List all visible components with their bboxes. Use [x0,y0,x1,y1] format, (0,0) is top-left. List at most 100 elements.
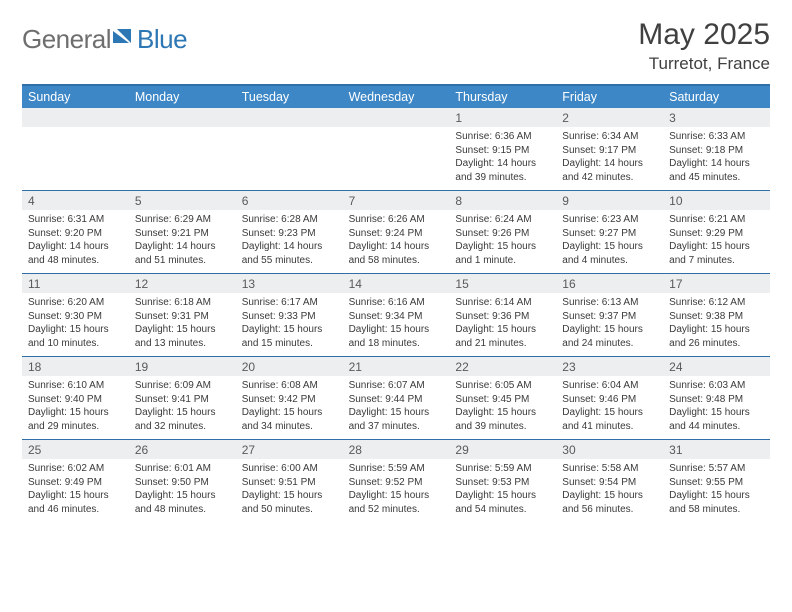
day-cell: Sunrise: 6:14 AMSunset: 9:36 PMDaylight:… [449,293,556,356]
day-number: 21 [343,357,450,376]
day-cell: Sunrise: 5:58 AMSunset: 9:54 PMDaylight:… [556,459,663,522]
sunrise-line: Sunrise: 6:26 AM [349,213,444,227]
day-number-strip: 18192021222324 [22,357,770,376]
day-cell [22,127,129,190]
brand-logo: General Blue [22,24,187,55]
sunrise-line: Sunrise: 6:20 AM [28,296,123,310]
daylight-line: Daylight: 15 hours and 1 minute. [455,240,550,267]
day-number: 14 [343,274,450,293]
day-cell: Sunrise: 6:12 AMSunset: 9:38 PMDaylight:… [663,293,770,356]
daylight-line: Daylight: 15 hours and 39 minutes. [455,406,550,433]
day-number-strip: 11121314151617 [22,274,770,293]
sunset-line: Sunset: 9:55 PM [669,476,764,490]
day-cell [129,127,236,190]
sunset-line: Sunset: 9:53 PM [455,476,550,490]
week-row: 11121314151617Sunrise: 6:20 AMSunset: 9:… [22,273,770,356]
sunrise-line: Sunrise: 6:03 AM [669,379,764,393]
month-title: May 2025 [638,18,770,52]
day-number: 6 [236,191,343,210]
day-number: 18 [22,357,129,376]
sunrise-line: Sunrise: 5:59 AM [349,462,444,476]
sunset-line: Sunset: 9:23 PM [242,227,337,241]
title-block: May 2025 Turretot, France [638,18,770,74]
day-cell: Sunrise: 6:18 AMSunset: 9:31 PMDaylight:… [129,293,236,356]
daylight-line: Daylight: 15 hours and 46 minutes. [28,489,123,516]
sunrise-line: Sunrise: 6:00 AM [242,462,337,476]
day-of-week-header: Friday [556,86,663,108]
week-cells: Sunrise: 6:31 AMSunset: 9:20 PMDaylight:… [22,210,770,273]
daylight-line: Daylight: 14 hours and 42 minutes. [562,157,657,184]
day-number: 13 [236,274,343,293]
daylight-line: Daylight: 14 hours and 45 minutes. [669,157,764,184]
day-number-strip: 123 [22,108,770,127]
brand-text: General [22,24,111,55]
day-of-week-header: Sunday [22,86,129,108]
day-cell: Sunrise: 6:04 AMSunset: 9:46 PMDaylight:… [556,376,663,439]
sunset-line: Sunset: 9:20 PM [28,227,123,241]
day-number: 26 [129,440,236,459]
day-cell: Sunrise: 6:01 AMSunset: 9:50 PMDaylight:… [129,459,236,522]
sunset-line: Sunset: 9:49 PM [28,476,123,490]
daylight-line: Daylight: 15 hours and 48 minutes. [135,489,230,516]
sunset-line: Sunset: 9:29 PM [669,227,764,241]
sunset-line: Sunset: 9:24 PM [349,227,444,241]
day-cell: Sunrise: 6:02 AMSunset: 9:49 PMDaylight:… [22,459,129,522]
day-cell: Sunrise: 6:21 AMSunset: 9:29 PMDaylight:… [663,210,770,273]
daylight-line: Daylight: 15 hours and 13 minutes. [135,323,230,350]
day-of-week-row: SundayMondayTuesdayWednesdayThursdayFrid… [22,86,770,108]
week-cells: Sunrise: 6:36 AMSunset: 9:15 PMDaylight:… [22,127,770,190]
sunrise-line: Sunrise: 6:16 AM [349,296,444,310]
day-number: 24 [663,357,770,376]
day-cell [343,127,450,190]
sunrise-line: Sunrise: 6:24 AM [455,213,550,227]
sunset-line: Sunset: 9:50 PM [135,476,230,490]
sunset-line: Sunset: 9:36 PM [455,310,550,324]
day-number: 17 [663,274,770,293]
daylight-line: Daylight: 15 hours and 7 minutes. [669,240,764,267]
daylight-line: Daylight: 15 hours and 24 minutes. [562,323,657,350]
daylight-line: Daylight: 15 hours and 58 minutes. [669,489,764,516]
daylight-line: Daylight: 15 hours and 29 minutes. [28,406,123,433]
brand-text-1: General [22,24,111,54]
day-cell: Sunrise: 6:31 AMSunset: 9:20 PMDaylight:… [22,210,129,273]
day-cell: Sunrise: 6:00 AMSunset: 9:51 PMDaylight:… [236,459,343,522]
daylight-line: Daylight: 15 hours and 32 minutes. [135,406,230,433]
day-cell: Sunrise: 6:10 AMSunset: 9:40 PMDaylight:… [22,376,129,439]
sunrise-line: Sunrise: 6:09 AM [135,379,230,393]
sunset-line: Sunset: 9:27 PM [562,227,657,241]
day-number: 8 [449,191,556,210]
week-cells: Sunrise: 6:20 AMSunset: 9:30 PMDaylight:… [22,293,770,356]
sunset-line: Sunset: 9:45 PM [455,393,550,407]
day-of-week-header: Monday [129,86,236,108]
sunrise-line: Sunrise: 6:36 AM [455,130,550,144]
day-number: 22 [449,357,556,376]
daylight-line: Daylight: 15 hours and 56 minutes. [562,489,657,516]
day-number: 1 [449,108,556,127]
day-cell: Sunrise: 6:17 AMSunset: 9:33 PMDaylight:… [236,293,343,356]
day-number: 2 [556,108,663,127]
brand-text-2: Blue [137,24,187,55]
sunset-line: Sunset: 9:17 PM [562,144,657,158]
sunrise-line: Sunrise: 6:02 AM [28,462,123,476]
sunrise-line: Sunrise: 6:34 AM [562,130,657,144]
daylight-line: Daylight: 15 hours and 50 minutes. [242,489,337,516]
day-cell: Sunrise: 5:59 AMSunset: 9:53 PMDaylight:… [449,459,556,522]
day-cell: Sunrise: 6:36 AMSunset: 9:15 PMDaylight:… [449,127,556,190]
day-number: 23 [556,357,663,376]
sunset-line: Sunset: 9:31 PM [135,310,230,324]
daylight-line: Daylight: 15 hours and 4 minutes. [562,240,657,267]
daylight-line: Daylight: 15 hours and 37 minutes. [349,406,444,433]
sunset-line: Sunset: 9:41 PM [135,393,230,407]
sunrise-line: Sunrise: 6:33 AM [669,130,764,144]
day-cell: Sunrise: 6:29 AMSunset: 9:21 PMDaylight:… [129,210,236,273]
sunrise-line: Sunrise: 6:07 AM [349,379,444,393]
daylight-line: Daylight: 15 hours and 52 minutes. [349,489,444,516]
sunset-line: Sunset: 9:34 PM [349,310,444,324]
week-cells: Sunrise: 6:02 AMSunset: 9:49 PMDaylight:… [22,459,770,522]
week-row: 25262728293031Sunrise: 6:02 AMSunset: 9:… [22,439,770,522]
sunset-line: Sunset: 9:26 PM [455,227,550,241]
sunset-line: Sunset: 9:46 PM [562,393,657,407]
sunrise-line: Sunrise: 5:58 AM [562,462,657,476]
day-number: 30 [556,440,663,459]
day-number [22,108,129,127]
